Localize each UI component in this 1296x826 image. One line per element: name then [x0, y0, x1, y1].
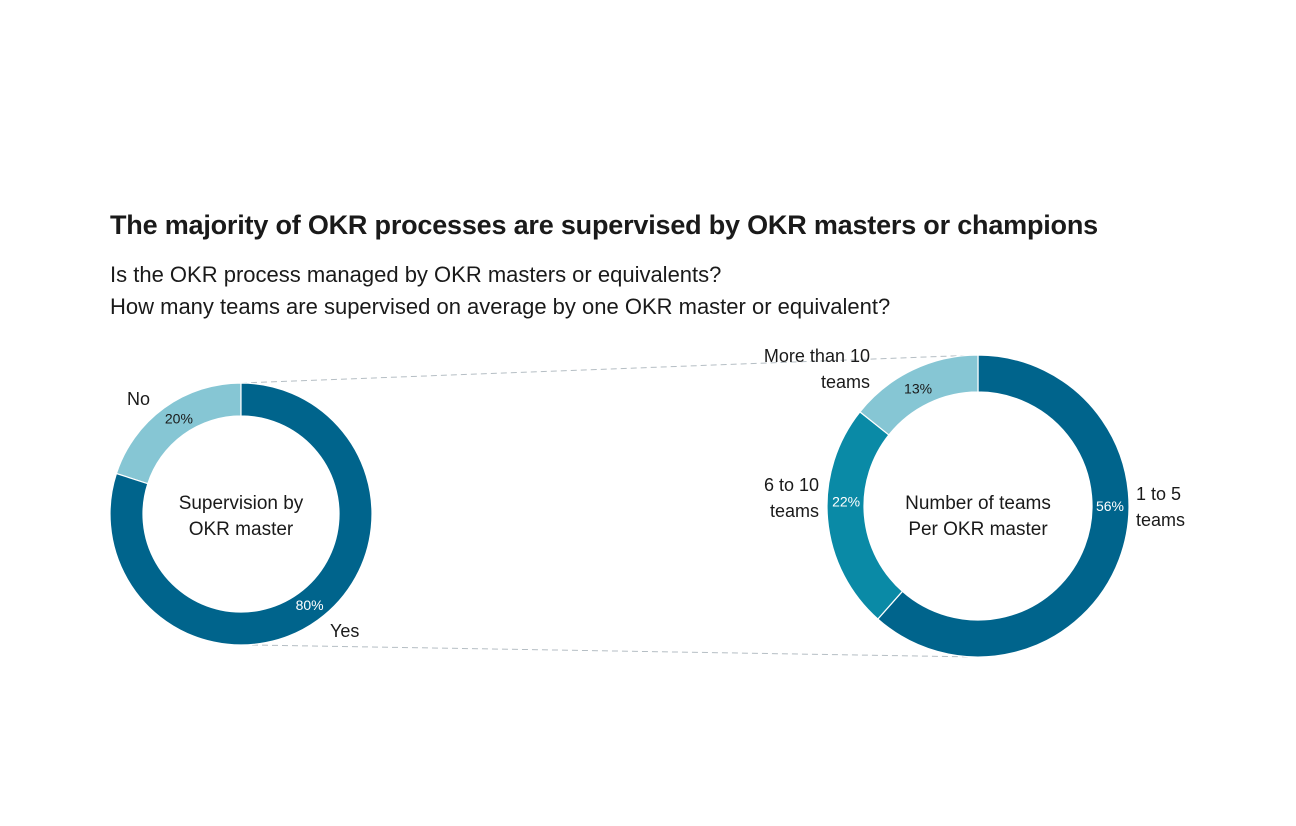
- slice-percent-label: 56%: [1096, 498, 1124, 514]
- connector-line: [251, 644, 979, 658]
- slice-percent-label: 13%: [904, 380, 932, 396]
- donut-slice: [826, 411, 904, 620]
- slice-category-label: No: [127, 389, 150, 409]
- slice-category-label: Yes: [330, 621, 359, 641]
- connector-line: [240, 354, 979, 384]
- chart-title: The majority of OKR processes are superv…: [110, 210, 1098, 240]
- donut-slice: [109, 382, 373, 646]
- slice-category-label: 6 to 10 teams: [764, 475, 819, 521]
- subtitle-line-2: How many teams are supervised on average…: [110, 294, 891, 319]
- slice-percent-label: 22%: [832, 493, 860, 509]
- donut-center-label: Supervision by OKR master: [179, 493, 304, 540]
- connector-lines: [240, 354, 979, 658]
- slice-percent-label: 80%: [296, 597, 324, 613]
- donut-center-label: Number of teams Per OKR master: [905, 493, 1051, 540]
- slice-percent-label: 20%: [165, 410, 193, 426]
- donut-slice: [859, 354, 979, 436]
- slice-category-label: More than 10 teams: [764, 346, 870, 392]
- slice-category-label: 1 to 5 teams: [1136, 484, 1185, 530]
- subtitle-line-1: Is the OKR process managed by OKR master…: [110, 262, 722, 287]
- donut-slice: [877, 354, 1130, 658]
- donut-supervision: 20% 80% No Yes Supervision by OKR master: [109, 382, 373, 646]
- donut-teams-per-master: 56% 22% 13% 1 to 5 teams 6 to 10 teams More tha…: [764, 346, 1185, 658]
